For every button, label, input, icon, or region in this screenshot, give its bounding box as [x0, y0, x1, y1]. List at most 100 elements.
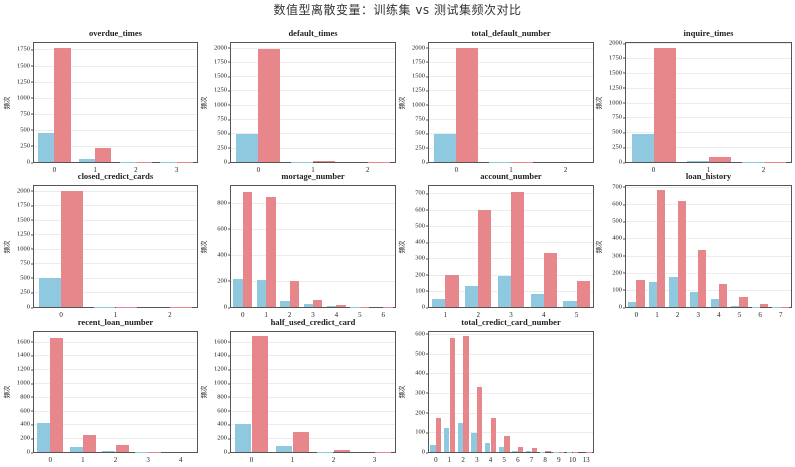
- y-axis-label: 频次: [200, 96, 208, 109]
- y-tick-label: 1500: [609, 69, 625, 77]
- x-tick-label: 4: [178, 456, 183, 464]
- y-tick-label: 1500: [17, 216, 33, 224]
- x-tick-label: 0: [434, 456, 438, 464]
- test-bar: [517, 447, 524, 452]
- x-tick-label: 6: [516, 456, 520, 464]
- y-tick-label: 300: [612, 252, 625, 259]
- gridline: [34, 97, 197, 99]
- y-tick-label: 2000: [609, 39, 625, 47]
- train-bar: [530, 293, 544, 307]
- test-bar: [656, 190, 666, 307]
- test-bar: [698, 249, 707, 307]
- gridline: [231, 254, 395, 256]
- test-bar: [333, 449, 350, 452]
- gridline: [231, 47, 395, 49]
- x-tick-label: 0: [256, 166, 261, 174]
- x-tick-label: 9: [557, 456, 561, 464]
- plot-area: [33, 185, 198, 308]
- gridline: [626, 147, 791, 149]
- gridline: [429, 90, 593, 92]
- test-bar: [636, 279, 645, 307]
- x-tick-label: 3: [475, 456, 479, 464]
- train-bar: [276, 446, 293, 452]
- gridline: [626, 272, 791, 274]
- gridline: [34, 219, 197, 221]
- y-tick-label: 1600: [17, 338, 33, 346]
- test-bar: [531, 448, 537, 452]
- train-bar: [235, 423, 252, 452]
- subplot-title: default_times: [288, 28, 338, 38]
- test-bar: [504, 435, 510, 452]
- train-bar: [69, 446, 83, 452]
- gridline: [429, 392, 593, 394]
- x-tick-label: 2: [761, 166, 766, 174]
- gridline: [34, 205, 197, 207]
- train-bar: [512, 451, 518, 452]
- y-tick-label: 200: [612, 269, 625, 277]
- y-tick-label: 0: [223, 158, 231, 166]
- gridline: [34, 81, 197, 83]
- subplot-title: inquire_times: [683, 28, 734, 38]
- y-tick-label: 1200: [17, 365, 33, 373]
- plot-area: [33, 331, 198, 453]
- subplot-total-default-number: total_default_number 0 250 500 750 1000 1250 15…: [398, 28, 594, 174]
- subplot-title: loan_history: [685, 171, 732, 181]
- x-tick-label: 4: [334, 311, 339, 319]
- subplot-closed-credict-cards: closed_credict_cards 0 250 500 750 1000 1250 15…: [3, 171, 198, 319]
- x-tick-label: 1: [655, 311, 659, 319]
- y-tick-label: 500: [217, 129, 230, 137]
- y-tick-label: 1250: [214, 86, 230, 94]
- y-tick-label: 1750: [609, 54, 625, 62]
- gridline: [231, 341, 395, 343]
- subplot-recent-loan-number: recent_loan_number 0 200 400 600 800 1000 1200 1…: [3, 317, 198, 464]
- y-tick-label: 1400: [214, 351, 230, 359]
- x-tick-label: 4: [542, 311, 546, 319]
- x-tick-label: 2: [461, 456, 465, 464]
- y-tick-label: 0: [26, 448, 34, 456]
- x-tick-label: 1: [290, 456, 295, 464]
- y-tick-label: 600: [612, 200, 625, 208]
- train-bar: [648, 282, 657, 307]
- x-tick-label: 0: [48, 456, 53, 464]
- gridline: [231, 61, 395, 63]
- x-tick-label: 1: [81, 456, 85, 464]
- test-bar: [251, 336, 268, 452]
- y-tick-label: 400: [415, 369, 428, 377]
- train-bar: [686, 160, 709, 162]
- y-tick-label: 1750: [412, 58, 428, 66]
- gridline: [231, 202, 395, 204]
- y-tick-label: 200: [415, 271, 428, 279]
- x-tick-label: 0: [454, 166, 459, 174]
- y-tick-label: 1000: [17, 379, 33, 387]
- x-tick-label: 0: [651, 166, 656, 174]
- train-bar: [236, 133, 259, 162]
- test-bar: [50, 337, 64, 452]
- gridline: [626, 238, 791, 240]
- y-tick-label: 0: [223, 303, 231, 311]
- gridline: [34, 263, 197, 265]
- y-tick-label: 800: [20, 393, 33, 401]
- x-tick-label: 2: [134, 166, 138, 174]
- y-tick-label: 750: [415, 115, 428, 123]
- y-axis-label: 频次: [595, 96, 603, 109]
- y-tick-label: 250: [612, 143, 625, 151]
- train-bar: [303, 304, 313, 307]
- x-tick-label: 5: [574, 311, 579, 319]
- y-tick-label: 500: [20, 126, 33, 134]
- subplot-title: recent_loan_number: [77, 317, 154, 327]
- y-tick-label: 250: [217, 144, 230, 152]
- gridline: [231, 133, 395, 135]
- subplot-inquire-times: inquire_times 0 250 500 750 1000 1250 1500 1750 2…: [595, 28, 792, 174]
- y-tick-label: 0: [421, 303, 429, 311]
- y-tick-label: 200: [217, 277, 230, 285]
- y-tick-label: 500: [415, 222, 428, 230]
- gridline: [626, 289, 791, 291]
- plot-area: [625, 42, 792, 163]
- y-tick-label: 0: [618, 303, 626, 311]
- gridline: [429, 61, 593, 63]
- test-bar: [313, 299, 323, 307]
- subplot-title: account_number: [480, 171, 542, 181]
- y-tick-label: 500: [415, 350, 428, 358]
- test-bar: [780, 306, 789, 307]
- test-bar: [115, 445, 129, 452]
